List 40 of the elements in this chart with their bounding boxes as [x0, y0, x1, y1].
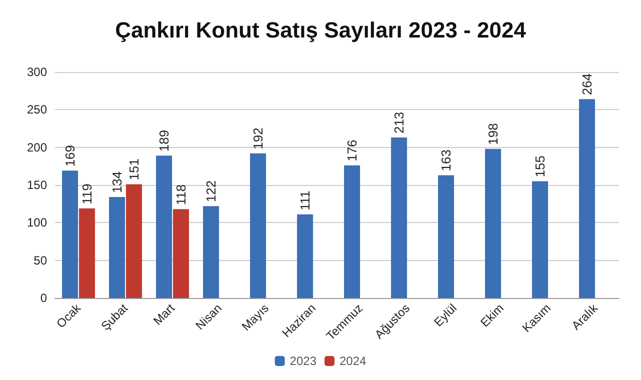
- data-label: 264: [580, 73, 595, 96]
- data-label: 198: [486, 123, 501, 145]
- bar: [579, 99, 596, 298]
- data-label: 134: [110, 171, 125, 194]
- y-tick-label: 200: [26, 140, 48, 154]
- bar: [391, 138, 408, 298]
- data-label: 122: [204, 180, 219, 202]
- bar: [203, 206, 220, 298]
- y-tick-label: 300: [26, 65, 48, 79]
- y-tick-label: 50: [34, 253, 48, 268]
- data-label: 192: [250, 128, 266, 150]
- chart-title: Çankırı Konut Satış Sayıları 2023 - 2024: [115, 18, 527, 42]
- y-tick-label: 100: [26, 216, 48, 230]
- legend-label: 2023: [290, 354, 317, 368]
- bar: [126, 184, 142, 298]
- bar: [250, 153, 266, 298]
- bar: [438, 175, 454, 298]
- data-label: 111: [298, 190, 313, 210]
- bar: [297, 214, 314, 298]
- data-label: 176: [344, 140, 360, 162]
- data-label: 169: [62, 144, 78, 167]
- bar: [78, 208, 95, 298]
- bar: [156, 156, 172, 298]
- bar: [62, 170, 78, 298]
- data-label: 163: [438, 150, 454, 172]
- data-label: 189: [156, 130, 172, 152]
- y-tick-label: 0: [40, 291, 48, 305]
- bar: [532, 181, 548, 298]
- data-label: 155: [532, 156, 548, 178]
- legend-label: 2024: [340, 354, 367, 368]
- data-label: 213: [392, 112, 407, 134]
- data-label: 119: [79, 184, 94, 204]
- bar: [485, 148, 502, 298]
- data-label: 118: [173, 184, 188, 206]
- data-label: 151: [126, 158, 142, 180]
- y-tick-label: 250: [26, 102, 48, 117]
- y-tick-label: 150: [26, 178, 48, 192]
- bar: [172, 209, 189, 298]
- bar: [344, 165, 360, 298]
- bar: [109, 197, 126, 298]
